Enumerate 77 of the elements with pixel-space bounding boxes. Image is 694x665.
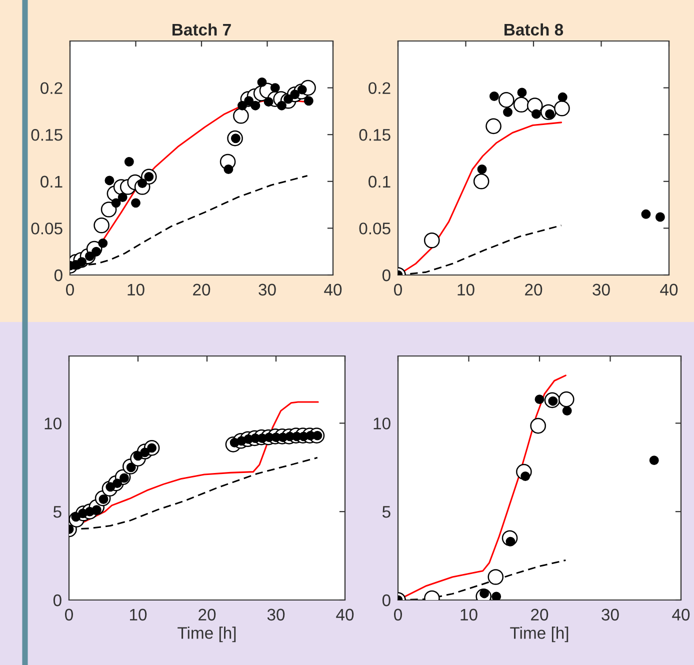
point	[257, 77, 267, 87]
y-tick-label: 0.2	[368, 82, 390, 94]
point	[238, 100, 247, 110]
point	[124, 157, 134, 166]
y-tick-label: 0.15	[359, 129, 390, 141]
x-tick-label: 20	[193, 284, 210, 296]
x-axis-title: Time [h]	[510, 626, 568, 642]
x-tick-label: 30	[602, 608, 619, 621]
y-tick-label: 0.05	[31, 222, 62, 234]
point	[304, 96, 314, 106]
point	[488, 569, 504, 585]
point	[224, 164, 234, 174]
y-tick-label: 5	[53, 506, 62, 518]
chart-title: Batch 8	[504, 23, 564, 36]
point	[498, 92, 514, 108]
x-axis-title: Time [h]	[178, 626, 236, 642]
y-tick-label: 0	[54, 269, 62, 282]
point	[641, 209, 651, 219]
point	[503, 107, 512, 117]
point	[473, 173, 490, 190]
x-tick-label: 20	[525, 284, 542, 296]
point	[513, 96, 530, 113]
y-tick-label: 5	[382, 506, 390, 518]
point	[517, 88, 527, 98]
point	[486, 118, 502, 134]
point	[94, 217, 110, 234]
y-tick-label: 0.05	[359, 222, 390, 234]
point	[250, 100, 260, 110]
point	[489, 91, 499, 101]
y-tick-label: 0	[382, 269, 390, 282]
y-tick-label: 0	[382, 594, 390, 606]
x-tick-label: 10	[128, 284, 144, 296]
y-tick-label: 10	[374, 418, 390, 430]
y-tick-label: 0.15	[31, 129, 62, 141]
point	[530, 418, 546, 434]
x-tick-label: 10	[458, 284, 474, 296]
y-tick-label: 10	[44, 418, 62, 430]
point	[477, 164, 487, 174]
point	[558, 92, 568, 102]
point	[118, 192, 128, 202]
chart-title: Batch 7	[172, 23, 231, 36]
point	[424, 232, 440, 248]
x-tick-label: 20	[198, 608, 216, 621]
x-tick-label: 0	[65, 608, 73, 621]
x-tick-label: 30	[592, 284, 610, 296]
point	[270, 83, 280, 93]
point	[655, 212, 665, 222]
point	[534, 394, 544, 404]
point	[531, 109, 541, 119]
y-tick-label: 0	[53, 594, 62, 606]
y-tick-label: 0.1	[368, 176, 390, 188]
point	[104, 176, 114, 186]
point	[100, 202, 117, 218]
point	[562, 406, 572, 416]
x-tick-label: 30	[258, 284, 276, 296]
x-tick-label: 20	[531, 608, 548, 621]
point	[233, 108, 249, 124]
point	[492, 592, 502, 600]
x-tick-label: 40	[672, 608, 690, 621]
x-tick-label: 0	[66, 284, 74, 296]
x-tick-label: 0	[394, 284, 402, 296]
point	[276, 100, 286, 110]
point	[98, 238, 108, 248]
x-tick-label: 40	[324, 284, 342, 296]
y-tick-label: 0.1	[40, 176, 62, 188]
point	[649, 456, 659, 466]
x-tick-label: 40	[660, 284, 678, 296]
point	[558, 391, 574, 408]
x-tick-label: 30	[267, 608, 285, 621]
point	[131, 198, 140, 208]
x-tick-label: 0	[394, 608, 402, 621]
x-tick-label: 40	[336, 608, 354, 621]
y-tick-label: 0.2	[40, 82, 62, 94]
point	[554, 100, 570, 116]
x-tick-label: 10	[460, 608, 478, 621]
point	[111, 198, 121, 208]
x-tick-label: 10	[130, 608, 147, 621]
